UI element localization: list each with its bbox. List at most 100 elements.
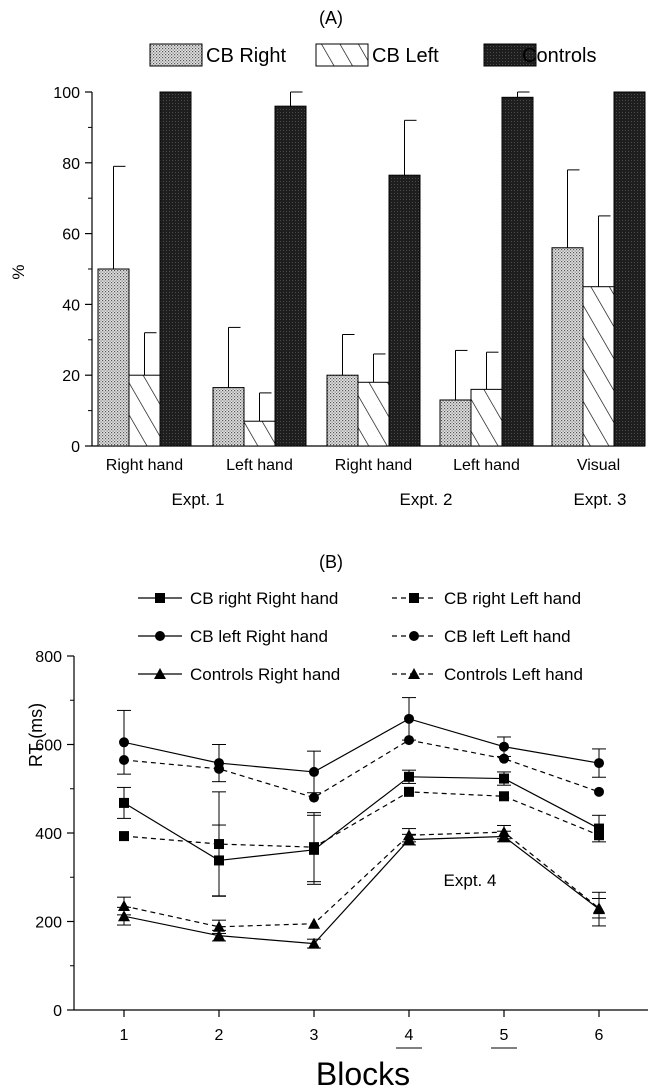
data-point — [118, 910, 130, 922]
bar — [326, 374, 359, 447]
line-chart-x-label: Blocks — [316, 1056, 410, 1091]
bar-chart-y-label: % — [9, 264, 28, 279]
x-group-label: Expt. 2 — [400, 490, 453, 509]
bar — [551, 247, 584, 447]
x-category-label: Visual — [577, 457, 620, 474]
data-point — [594, 830, 604, 841]
data-point — [594, 823, 604, 834]
data-point — [119, 831, 129, 842]
line-chart-series — [117, 697, 606, 949]
data-point — [499, 753, 509, 764]
legend-label: CB left Right hand — [190, 627, 328, 646]
y-tick-label: 100 — [53, 85, 80, 102]
legend-label: CB Right — [206, 45, 286, 67]
data-point — [118, 900, 130, 912]
data-point — [119, 737, 129, 748]
x-category-label: Left hand — [453, 457, 520, 474]
series-line — [123, 791, 600, 848]
legend-swatch — [483, 43, 537, 67]
y-tick-label: 20 — [62, 368, 80, 385]
x-category-label: Right hand — [106, 457, 183, 474]
data-point — [404, 713, 414, 724]
legend-marker — [154, 668, 166, 679]
data-point — [594, 758, 604, 769]
data-point — [119, 754, 129, 765]
x-category-label: Left hand — [226, 457, 293, 474]
panel-a-label: (A) — [319, 8, 343, 28]
x-category-label: Right hand — [335, 457, 412, 474]
data-point — [404, 771, 414, 782]
x-group-label: Expt. 3 — [574, 490, 627, 509]
bar — [243, 420, 276, 447]
data-point — [404, 735, 414, 746]
bar — [470, 388, 503, 447]
legend-label: CB Left — [372, 45, 439, 67]
data-point — [214, 763, 224, 774]
y-tick-label: 600 — [35, 738, 62, 755]
data-point — [309, 792, 319, 803]
data-point — [213, 920, 225, 932]
bar — [212, 387, 245, 447]
legend-label: CB right Right hand — [190, 589, 338, 608]
legend-marker — [155, 593, 165, 603]
bar — [274, 105, 307, 447]
data-point — [308, 937, 320, 949]
bar-chart-panel-a: (A) CB Right CB Left Controls % 0 20 40 60 80 1… — [9, 8, 646, 509]
legend-swatch — [149, 43, 203, 67]
series-line — [123, 831, 600, 928]
bar-chart-x-labels: Right hand Left hand Right hand Left hand Vi… — [106, 457, 627, 509]
y-tick-label: 200 — [35, 915, 62, 932]
legend-label: Controls — [522, 45, 596, 67]
x-tick-label: 1 — [120, 1027, 129, 1044]
series-line — [123, 739, 600, 799]
data-point — [214, 839, 224, 850]
legend-marker — [409, 631, 419, 641]
line-chart-legend: CB right Right hand CB right Left hand CB … — [138, 589, 583, 684]
bar-chart-bars — [97, 91, 646, 447]
y-tick-label: 0 — [53, 1003, 62, 1020]
series-line — [123, 835, 600, 945]
x-tick-label: 3 — [310, 1027, 319, 1044]
data-point — [499, 741, 509, 752]
y-tick-label: 400 — [35, 826, 62, 843]
y-tick-label: 80 — [62, 156, 80, 173]
line-chart-y-label: RT (ms) — [26, 703, 46, 767]
bar — [501, 96, 534, 447]
legend-marker — [408, 668, 420, 679]
bar — [613, 91, 646, 447]
bar — [388, 174, 421, 447]
bar — [97, 268, 130, 447]
line-chart-panel-b: (B) CB right Right hand CB right Left han… — [26, 552, 648, 1091]
data-point — [499, 791, 509, 802]
bar — [439, 399, 472, 447]
series-line — [123, 718, 600, 773]
data-point — [213, 929, 225, 941]
legend-label: Controls Left hand — [444, 665, 583, 684]
bar — [357, 381, 390, 447]
bar — [582, 286, 615, 447]
data-point — [404, 786, 414, 797]
data-point — [119, 797, 129, 808]
data-point — [308, 917, 320, 929]
series-line — [123, 776, 600, 862]
panel-b-label: (B) — [319, 552, 343, 572]
x-tick-label: 2 — [215, 1027, 224, 1044]
data-point — [593, 902, 605, 914]
legend-label: CB left Left hand — [444, 627, 571, 646]
data-point — [403, 829, 415, 841]
data-point — [499, 773, 509, 784]
data-point — [498, 826, 510, 838]
x-group-label: Expt. 1 — [172, 490, 225, 509]
line-chart-axes: 0 200 400 600 800 1 2 3 4 5 6 — [35, 649, 648, 1049]
bar-chart-legend: CB Right CB Left Controls — [149, 43, 596, 67]
bar — [128, 374, 161, 447]
legend-marker — [155, 631, 165, 641]
x-tick-label: 4 — [405, 1027, 414, 1044]
bar — [159, 91, 192, 447]
line-chart-annotation: Expt. 4 — [444, 871, 497, 890]
y-tick-label: 40 — [62, 297, 80, 314]
y-tick-label: 800 — [35, 649, 62, 666]
legend-label: Controls Right hand — [190, 665, 340, 684]
x-tick-label: 5 — [500, 1027, 509, 1044]
